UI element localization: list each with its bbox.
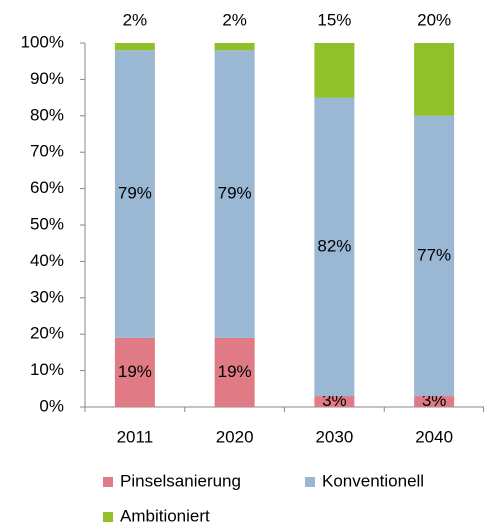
x-tick-label: 2020 <box>216 427 254 446</box>
bar-segment <box>214 50 255 338</box>
bar-segment <box>114 50 155 338</box>
legend-swatch <box>103 512 113 522</box>
y-tick-label: 10% <box>30 360 64 379</box>
bar-segment <box>314 43 355 98</box>
x-tick-label: 2011 <box>117 427 154 446</box>
data-label: 19% <box>218 362 252 381</box>
data-label: 79% <box>218 184 252 203</box>
bar-segment <box>414 43 455 116</box>
bar-segment <box>114 43 155 51</box>
data-label: 79% <box>118 184 152 203</box>
y-tick-label: 100% <box>21 32 64 51</box>
data-label: 20% <box>417 10 451 29</box>
data-label: 82% <box>317 236 351 255</box>
data-label: 15% <box>317 10 351 29</box>
data-label: 2% <box>222 10 247 29</box>
data-label: 2% <box>123 10 148 29</box>
y-tick-label: 0% <box>39 396 64 415</box>
y-tick-label: 80% <box>30 105 64 124</box>
bar-segment <box>114 337 155 407</box>
bar-segment <box>414 396 455 407</box>
bar-segment <box>314 97 355 397</box>
x-tick-label: 2040 <box>415 427 453 446</box>
legend-label: Pinselsanierung <box>120 471 241 490</box>
x-tick-label: 2030 <box>315 427 353 446</box>
legend-label: Konventionell <box>322 471 424 490</box>
legend-swatch <box>103 477 113 487</box>
data-label: 19% <box>118 362 152 381</box>
y-tick-label: 70% <box>30 142 64 161</box>
y-tick-label: 50% <box>30 214 64 233</box>
data-label: 77% <box>417 245 451 264</box>
bar-segment <box>414 115 455 397</box>
legend-label: Ambitioniert <box>120 506 210 523</box>
bar-segment <box>214 337 255 407</box>
y-tick-label: 30% <box>30 287 64 306</box>
y-tick-label: 20% <box>30 324 64 343</box>
bar-segment <box>214 43 255 51</box>
legend-swatch <box>305 477 315 487</box>
y-tick-label: 90% <box>30 69 64 88</box>
y-tick-label: 40% <box>30 251 64 270</box>
y-tick-label: 60% <box>30 178 64 197</box>
bar-segment <box>314 396 355 407</box>
